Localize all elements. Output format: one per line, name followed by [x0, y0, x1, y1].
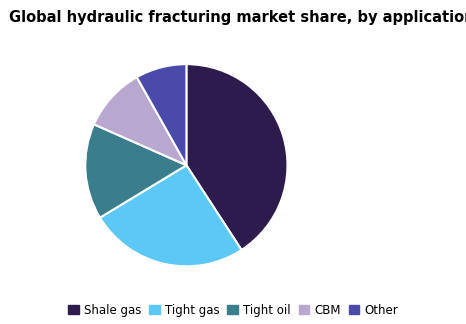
Wedge shape [186, 64, 288, 250]
Legend: Shale gas, Tight gas, Tight oil, CBM, Other: Shale gas, Tight gas, Tight oil, CBM, Ot… [67, 303, 399, 318]
Wedge shape [85, 124, 186, 218]
Wedge shape [94, 77, 186, 165]
Wedge shape [137, 64, 186, 165]
Wedge shape [100, 165, 241, 266]
Text: Global hydraulic fracturing market share, by application, 2015 (%): Global hydraulic fracturing market share… [9, 10, 466, 25]
